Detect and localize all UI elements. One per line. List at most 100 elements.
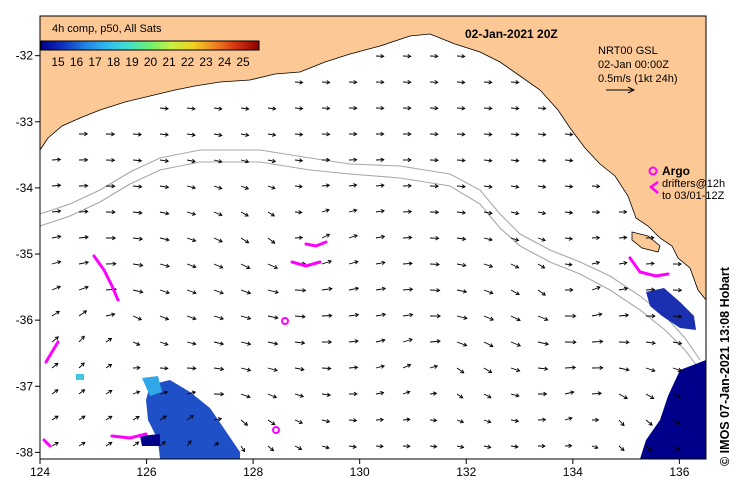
current-arrow bbox=[402, 235, 413, 240]
colorbar-tick-label: 21 bbox=[162, 55, 176, 69]
current-arrow bbox=[132, 365, 141, 370]
current-arrow bbox=[672, 287, 683, 293]
current-arrow bbox=[510, 210, 520, 216]
current-arrow bbox=[159, 132, 169, 137]
current-arrow bbox=[591, 235, 601, 240]
current-arrow bbox=[402, 390, 411, 395]
current-arrow bbox=[510, 341, 522, 347]
current-arrow bbox=[51, 260, 62, 265]
current-arrow bbox=[213, 263, 224, 269]
current-arrow bbox=[267, 132, 277, 137]
current-arrow bbox=[321, 286, 333, 292]
current-arrow bbox=[105, 157, 116, 163]
current-arrow bbox=[537, 315, 549, 321]
current-arrow bbox=[159, 341, 169, 346]
current-arrow bbox=[78, 131, 89, 137]
current-arrow bbox=[564, 416, 573, 421]
current-arrow bbox=[159, 263, 171, 268]
current-arrow bbox=[564, 158, 574, 163]
current-arrow bbox=[483, 393, 492, 399]
current-arrow bbox=[240, 237, 250, 244]
current-arrow bbox=[483, 184, 493, 189]
current-arrow bbox=[429, 262, 440, 267]
current-arrow bbox=[402, 444, 411, 449]
current-arrow bbox=[132, 236, 144, 241]
current-arrow bbox=[456, 419, 465, 424]
current-arrow bbox=[537, 132, 547, 137]
current-arrow bbox=[159, 237, 170, 242]
current-arrow bbox=[618, 313, 630, 318]
current-arrow bbox=[429, 157, 439, 163]
current-arrow bbox=[429, 80, 439, 85]
y-tick-label: -36 bbox=[16, 313, 34, 327]
current-arrow bbox=[402, 80, 412, 85]
current-arrow bbox=[348, 418, 358, 423]
current-arrow bbox=[510, 184, 520, 189]
current-arrow bbox=[429, 418, 438, 423]
sst-patch-southwest bbox=[146, 380, 240, 459]
current-arrow bbox=[402, 105, 412, 111]
current-arrow bbox=[618, 260, 628, 266]
current-arrow bbox=[456, 106, 466, 111]
current-arrow bbox=[132, 441, 140, 447]
current-arrow bbox=[213, 159, 223, 164]
current-arrow bbox=[375, 338, 386, 343]
current-arrow bbox=[402, 183, 412, 189]
current-arrow bbox=[483, 367, 493, 374]
current-arrow bbox=[510, 237, 520, 242]
current-arrow bbox=[456, 262, 467, 268]
current-arrow bbox=[294, 235, 304, 240]
current-arrow bbox=[294, 419, 304, 425]
current-arrow bbox=[294, 288, 307, 293]
x-tick-label: 134 bbox=[563, 465, 583, 479]
colorbar-ticks: 15 16 17 18 19 20 21 22 23 24 25 bbox=[51, 55, 250, 69]
x-tick-label: 124 bbox=[30, 465, 50, 479]
current-arrow bbox=[537, 391, 548, 397]
current-arrow bbox=[186, 366, 197, 371]
current-arrow bbox=[213, 185, 223, 190]
current-arrow bbox=[456, 80, 466, 85]
current-arrow bbox=[510, 132, 520, 137]
current-arrow bbox=[375, 157, 385, 162]
current-arrow bbox=[294, 132, 304, 137]
current-arrow bbox=[51, 336, 59, 343]
current-arrow bbox=[375, 286, 387, 292]
current-arrow bbox=[159, 211, 170, 216]
current-arrow bbox=[105, 312, 116, 317]
current-arrow bbox=[429, 313, 441, 319]
current-arrow bbox=[348, 391, 358, 397]
current-arrow bbox=[105, 209, 116, 215]
current-arrow bbox=[402, 363, 412, 369]
current-arrow bbox=[186, 341, 197, 346]
current-arrow bbox=[213, 391, 225, 397]
current-arrow bbox=[483, 341, 494, 348]
current-arrow bbox=[240, 159, 250, 164]
current-arrow bbox=[672, 419, 681, 425]
current-arrow bbox=[375, 79, 385, 85]
current-arrow bbox=[213, 417, 223, 422]
current-arrow bbox=[132, 315, 143, 321]
current-arrow bbox=[537, 341, 550, 346]
current-arrow bbox=[186, 211, 197, 216]
colorbar-tick-label: 23 bbox=[199, 55, 213, 69]
current-arrow bbox=[78, 157, 89, 163]
current-arrow bbox=[78, 389, 86, 395]
current-arrow bbox=[132, 289, 144, 294]
current-arrow bbox=[510, 444, 519, 449]
current-arrow bbox=[348, 183, 358, 188]
current-arrow bbox=[456, 444, 465, 450]
current-arrow bbox=[240, 419, 249, 426]
current-arrow bbox=[672, 393, 682, 399]
current-arrow bbox=[591, 312, 603, 317]
current-arrow bbox=[348, 365, 359, 370]
current-arrow bbox=[591, 445, 599, 450]
current-arrow bbox=[51, 157, 62, 162]
current-arrow bbox=[672, 445, 681, 451]
current-arrow bbox=[672, 367, 683, 372]
current-arrow bbox=[618, 367, 630, 372]
current-arrow bbox=[348, 131, 358, 137]
current-arrow bbox=[186, 185, 196, 190]
current-arrow bbox=[78, 235, 89, 240]
colorbar-tick-label: 24 bbox=[218, 55, 232, 69]
current-arrow bbox=[591, 391, 602, 396]
